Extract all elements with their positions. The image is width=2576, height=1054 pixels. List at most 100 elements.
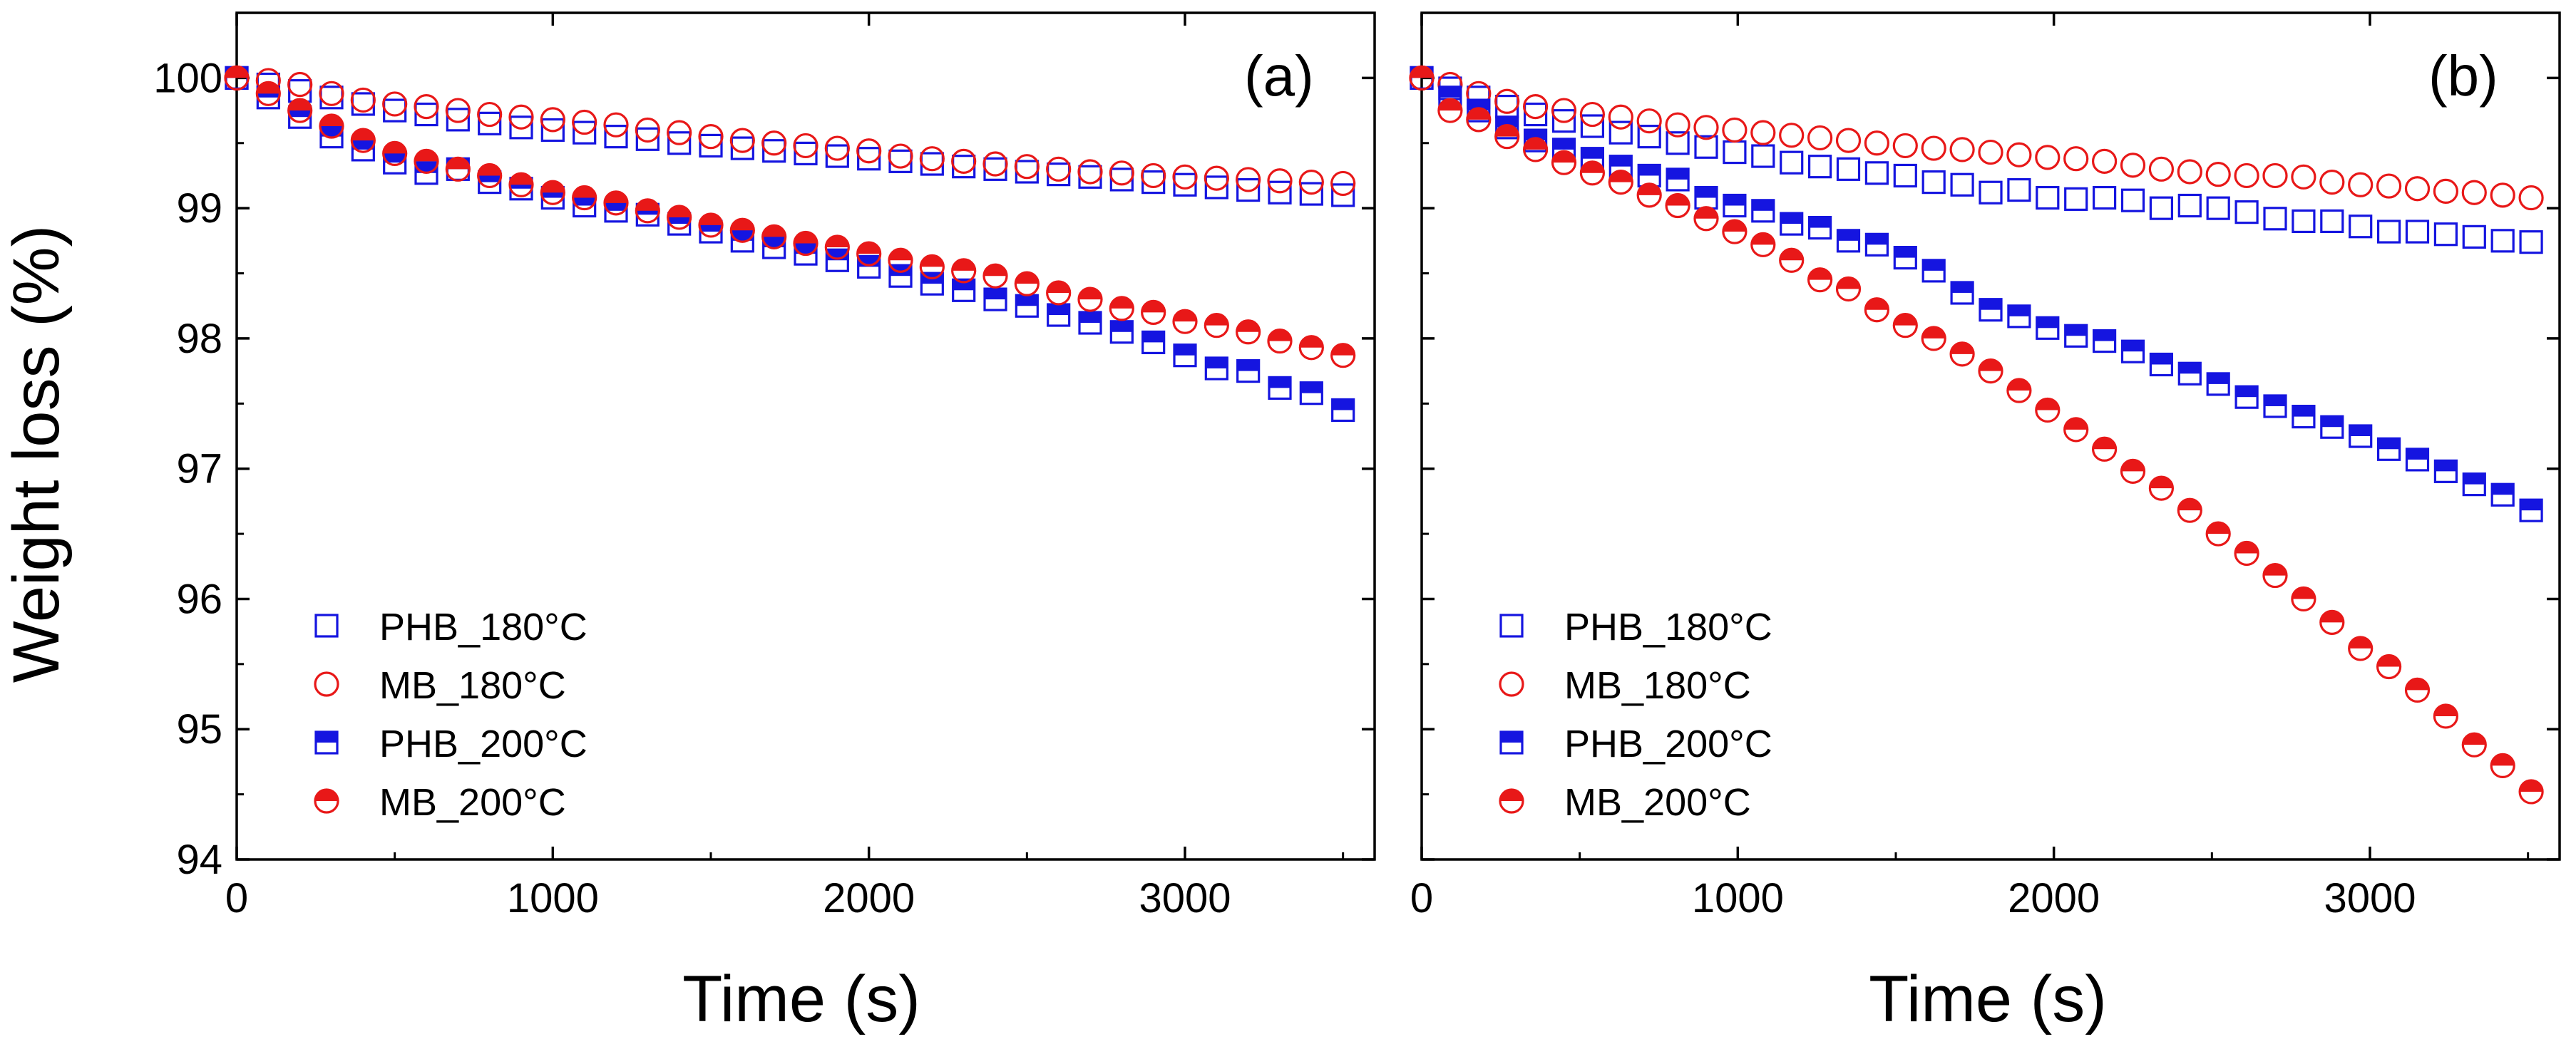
data-point <box>1141 299 1166 325</box>
legend-marker <box>1499 730 1524 755</box>
data-point <box>698 124 724 150</box>
data-marks-b <box>1409 65 2544 805</box>
data-point <box>1204 313 1229 339</box>
data-point <box>761 130 787 156</box>
data-point <box>1523 93 1549 120</box>
data-point <box>2007 304 2031 329</box>
data-point <box>350 128 376 153</box>
data-point <box>825 248 849 272</box>
data-point <box>2405 448 2430 472</box>
data-point <box>1608 170 1633 195</box>
data-point <box>287 98 313 123</box>
series-phb-180-c <box>225 66 1355 207</box>
series-mb-200-c <box>224 65 1356 368</box>
y-tick-label: 94 <box>176 837 222 883</box>
data-point <box>2262 162 2288 189</box>
data-point <box>2035 145 2061 170</box>
legend-b: PHB_180°C MB_180°C PHB_200°C MB_200°C <box>1499 606 1772 824</box>
data-point <box>2376 173 2402 199</box>
data-point <box>1921 170 1946 195</box>
data-point <box>1524 128 1548 153</box>
legend-marker <box>1499 614 1524 638</box>
data-point <box>1014 271 1040 296</box>
data-point <box>1608 120 1633 145</box>
data-point <box>794 141 818 165</box>
data-point <box>445 98 471 123</box>
data-point <box>982 151 1008 177</box>
data-point <box>2490 229 2515 253</box>
panel-a: 0 1000 2000 3000 94 95 96 97 98 99 100 (a) Time (s… <box>153 11 1376 1035</box>
data-point <box>888 247 913 273</box>
data-point <box>1751 199 1775 223</box>
data-point <box>1298 335 1324 361</box>
data-point <box>919 146 945 172</box>
data-point <box>1078 311 1102 335</box>
data-point <box>667 205 692 230</box>
data-point <box>508 104 534 130</box>
data-point <box>2263 207 2287 231</box>
legend-marker <box>314 730 339 755</box>
data-point <box>1551 109 1576 133</box>
data-point <box>2093 329 2117 353</box>
data-point <box>982 263 1008 289</box>
legend-label: PHB_200°C <box>379 723 587 765</box>
data-point <box>2120 458 2146 484</box>
data-point <box>1141 330 1166 355</box>
data-point <box>1864 161 1889 185</box>
data-point <box>952 155 976 179</box>
data-point <box>1204 356 1228 381</box>
data-point <box>1693 115 1719 140</box>
data-point <box>2348 172 2374 197</box>
legend-a: PHB_180°C MB_180°C PHB_200°C MB_200°C <box>314 606 587 824</box>
data-point <box>2177 497 2202 523</box>
data-point <box>1921 135 1946 161</box>
data-point <box>2149 352 2173 377</box>
data-point <box>2206 372 2230 396</box>
legend-label: PHB_200°C <box>1564 723 1772 765</box>
data-point <box>2149 196 2173 220</box>
data-point <box>1694 185 1718 210</box>
data-point <box>1979 298 2003 322</box>
data-point <box>1780 212 1804 236</box>
data-point <box>2433 222 2458 247</box>
data-point <box>2291 164 2316 190</box>
data-point <box>1608 104 1633 130</box>
data-point <box>414 102 438 127</box>
data-point <box>572 109 597 135</box>
data-point <box>1636 182 1662 208</box>
data-point <box>2205 521 2231 547</box>
data-point <box>1978 358 2003 384</box>
data-point <box>1467 98 1491 123</box>
data-point <box>1779 247 1805 273</box>
legend-marker <box>1499 788 1524 814</box>
x-tick-label: 0 <box>225 875 248 921</box>
data-point <box>1299 381 1323 405</box>
data-point <box>1236 359 1261 383</box>
data-point <box>382 91 408 117</box>
data-point <box>1236 167 1261 192</box>
data-point <box>919 254 945 279</box>
data-point <box>2518 779 2544 805</box>
data-point <box>793 230 819 257</box>
data-point <box>1693 206 1719 232</box>
data-point <box>2320 415 2344 439</box>
data-point <box>1835 276 1862 302</box>
data-point <box>603 190 629 216</box>
data-point <box>2462 224 2486 249</box>
data-point <box>2461 732 2487 758</box>
data-point <box>2206 196 2230 220</box>
y-tick-label: 99 <box>176 185 222 232</box>
x-tick-label: 1000 <box>1692 875 1784 921</box>
legend-label: MB_180°C <box>1564 664 1751 707</box>
data-point <box>319 113 344 139</box>
data-point <box>2433 703 2458 729</box>
data-point <box>2092 436 2118 462</box>
data-point <box>572 185 597 211</box>
data-point <box>1330 170 1356 197</box>
data-point <box>1077 159 1103 185</box>
data-point <box>2404 176 2431 202</box>
data-point <box>2092 148 2118 174</box>
data-point <box>1267 168 1293 194</box>
data-point <box>2319 609 2345 635</box>
x-tick-label: 3000 <box>2324 875 2416 921</box>
